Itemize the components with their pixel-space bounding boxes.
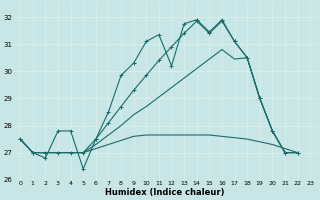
X-axis label: Humidex (Indice chaleur): Humidex (Indice chaleur) [106, 188, 225, 197]
